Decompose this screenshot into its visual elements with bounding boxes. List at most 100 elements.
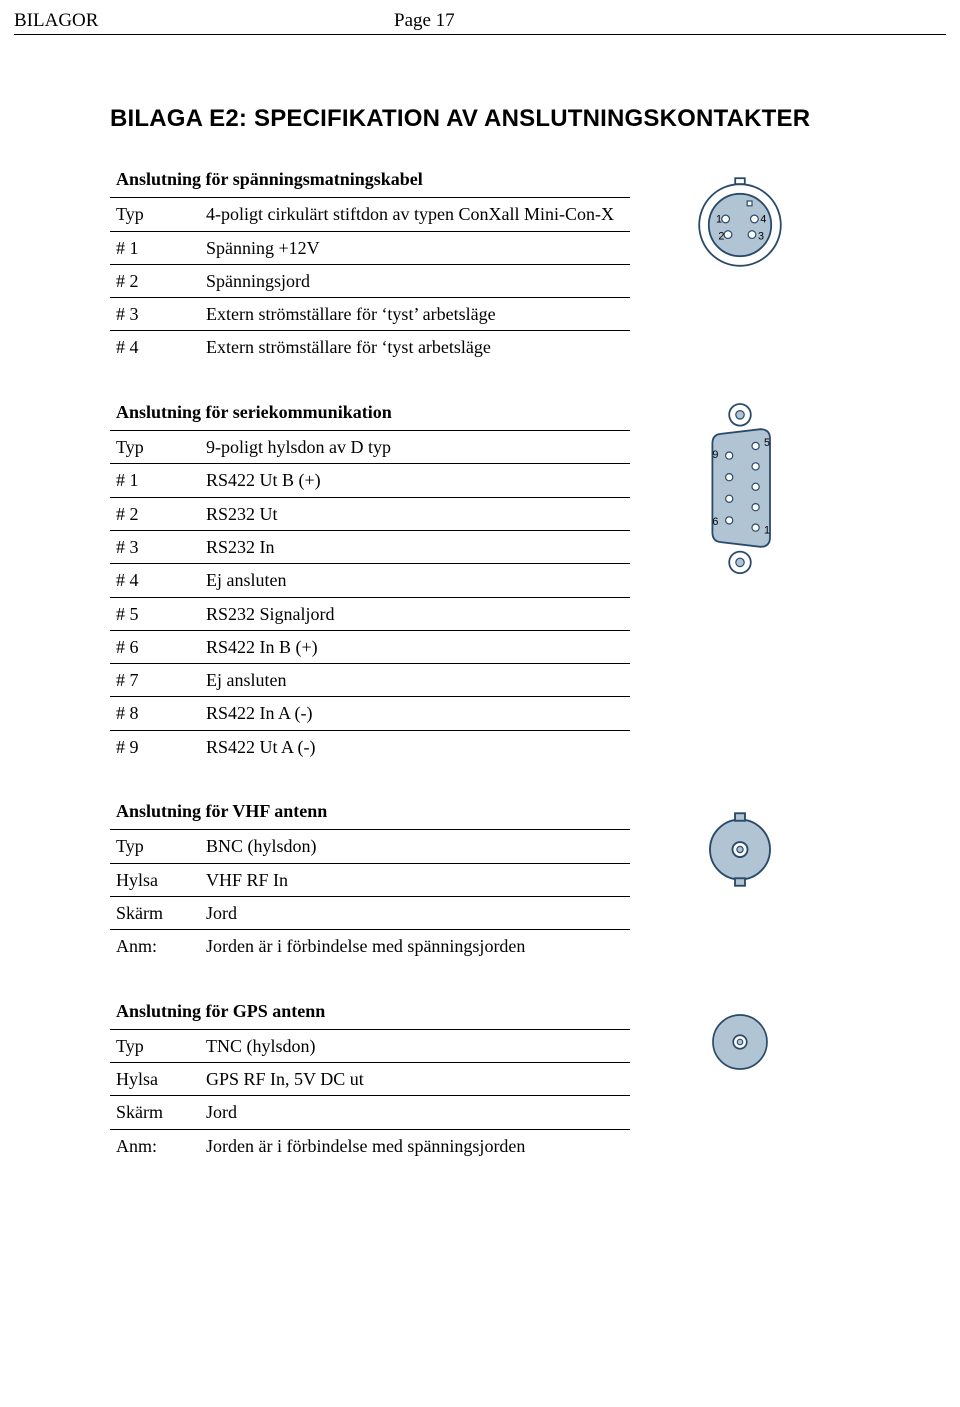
row-value: 9-poligt hylsdon av D typ: [200, 431, 630, 464]
row-value: RS422 In A (-): [200, 697, 630, 730]
block-power-connector: Anslutning för spänningsmatningskabel Ty…: [110, 165, 850, 364]
table-caption: Anslutning för VHF antenn: [110, 797, 630, 830]
row-value: TNC (hylsdon): [200, 1030, 630, 1063]
row-value: Extern strömställare för ‘tyst’ arbetslä…: [200, 298, 630, 331]
block-serial-connector: Anslutning för seriekommunikation Typ9-p…: [110, 398, 850, 763]
table-row: # 5RS232 Signaljord: [110, 597, 630, 630]
row-key: # 7: [110, 664, 200, 697]
table-row: # 3Extern strömställare för ‘tyst’ arbet…: [110, 298, 630, 331]
row-key: # 4: [110, 564, 200, 597]
pin-label-3: 3: [758, 230, 764, 242]
row-key: # 9: [110, 730, 200, 763]
page-content: BILAGA E2: SPECIFIKATION AV ANSLUTNINGSK…: [0, 35, 960, 1202]
header-page: Page 17: [394, 10, 455, 32]
table-row: HylsaGPS RF In, 5V DC ut: [110, 1063, 630, 1096]
table-row: HylsaVHF RF In: [110, 863, 630, 896]
table-row: # 1RS422 Ut B (+): [110, 464, 630, 497]
pin-label-2: 2: [718, 230, 724, 242]
conxall-icon: 1 4 2 3: [680, 165, 800, 285]
row-key: Skärm: [110, 896, 200, 929]
row-key: # 4: [110, 331, 200, 364]
row-value: RS232 Ut: [200, 497, 630, 530]
table-row: Anm:Jorden är i förbindelse med spänning…: [110, 930, 630, 963]
row-key: Typ: [110, 431, 200, 464]
table-row: # 9RS422 Ut A (-): [110, 730, 630, 763]
table-caption: Anslutning för seriekommunikation: [110, 398, 630, 431]
diagram-conxall: 1 4 2 3: [630, 165, 850, 285]
bnc-icon: [690, 797, 790, 897]
row-value: RS232 Signaljord: [200, 597, 630, 630]
row-value: RS422 Ut A (-): [200, 730, 630, 763]
row-value: RS232 In: [200, 530, 630, 563]
page-title: BILAGA E2: SPECIFIKATION AV ANSLUTNINGSK…: [110, 105, 850, 133]
table-row: # 2Spänningsjord: [110, 264, 630, 297]
page-header: BILAGOR Page 17: [14, 10, 946, 35]
row-value: GPS RF In, 5V DC ut: [200, 1063, 630, 1096]
table-row: Typ4-poligt cirkulärt stiftdon av typen …: [110, 198, 630, 231]
row-value: Spänning +12V: [200, 231, 630, 264]
row-value: Ej ansluten: [200, 564, 630, 597]
row-key: # 8: [110, 697, 200, 730]
row-key: Anm:: [110, 1129, 200, 1162]
diagram-db9: 5 1 9 6: [630, 398, 850, 578]
row-value: Jord: [200, 1096, 630, 1129]
tnc-icon: [695, 997, 785, 1087]
table-row: # 1Spänning +12V: [110, 231, 630, 264]
row-key: # 2: [110, 264, 200, 297]
table-row: # 2RS232 Ut: [110, 497, 630, 530]
row-key: Skärm: [110, 1096, 200, 1129]
db9-label-5: 5: [764, 437, 770, 449]
table-caption: Anslutning för spänningsmatningskabel: [110, 165, 630, 198]
block-gps-connector: Anslutning för GPS antenn TypTNC (hylsdo…: [110, 997, 850, 1162]
table-caption: Anslutning för GPS antenn: [110, 997, 630, 1030]
table-row: # 3RS232 In: [110, 530, 630, 563]
row-value: Extern strömställare för ‘tyst arbetsläg…: [200, 331, 630, 364]
block-vhf-connector: Anslutning för VHF antenn TypBNC (hylsdo…: [110, 797, 850, 962]
row-key: # 1: [110, 464, 200, 497]
header-section: BILAGOR: [14, 10, 394, 32]
row-value: RS422 In B (+): [200, 630, 630, 663]
pin-label-1: 1: [716, 214, 722, 226]
table-row: TypBNC (hylsdon): [110, 830, 630, 863]
row-value: Spänningsjord: [200, 264, 630, 297]
db9-label-1: 1: [764, 524, 770, 536]
table-row: SkärmJord: [110, 1096, 630, 1129]
row-key: # 5: [110, 597, 200, 630]
table-body: Typ4-poligt cirkulärt stiftdon av typen …: [110, 198, 630, 363]
row-key: # 3: [110, 530, 200, 563]
table-body: TypTNC (hylsdon)HylsaGPS RF In, 5V DC ut…: [110, 1030, 630, 1162]
row-value: Jord: [200, 896, 630, 929]
row-key: Anm:: [110, 930, 200, 963]
diagram-tnc: [630, 997, 850, 1087]
table-row: Anm:Jorden är i förbindelse med spänning…: [110, 1129, 630, 1162]
row-value: Jorden är i förbindelse med spänningsjor…: [200, 930, 630, 963]
table-row: # 7Ej ansluten: [110, 664, 630, 697]
table-serial: Anslutning för seriekommunikation Typ9-p…: [110, 398, 630, 763]
row-value: VHF RF In: [200, 863, 630, 896]
row-value: BNC (hylsdon): [200, 830, 630, 863]
row-key: # 1: [110, 231, 200, 264]
table-power: Anslutning för spänningsmatningskabel Ty…: [110, 165, 630, 364]
row-key: Typ: [110, 830, 200, 863]
table-row: TypTNC (hylsdon): [110, 1030, 630, 1063]
row-key: Typ: [110, 198, 200, 231]
table-row: # 4Extern strömställare för ‘tyst arbets…: [110, 331, 630, 364]
db9-label-9: 9: [712, 449, 718, 461]
table-row: # 8RS422 In A (-): [110, 697, 630, 730]
row-key: Typ: [110, 1030, 200, 1063]
table-body: TypBNC (hylsdon)HylsaVHF RF InSkärmJordA…: [110, 830, 630, 962]
db9-label-6: 6: [712, 516, 718, 528]
table-vhf: Anslutning för VHF antenn TypBNC (hylsdo…: [110, 797, 630, 962]
diagram-bnc: [630, 797, 850, 897]
table-row: Typ9-poligt hylsdon av D typ: [110, 431, 630, 464]
row-value: Ej ansluten: [200, 664, 630, 697]
table-gps: Anslutning för GPS antenn TypTNC (hylsdo…: [110, 997, 630, 1162]
row-value: 4-poligt cirkulärt stiftdon av typen Con…: [200, 198, 630, 231]
pin-label-4: 4: [760, 214, 766, 226]
db9-icon: 5 1 9 6: [685, 398, 795, 578]
row-key: Hylsa: [110, 1063, 200, 1096]
row-value: Jorden är i förbindelse med spänningsjor…: [200, 1129, 630, 1162]
row-value: RS422 Ut B (+): [200, 464, 630, 497]
row-key: # 2: [110, 497, 200, 530]
table-body: Typ9-poligt hylsdon av D typ# 1RS422 Ut …: [110, 431, 630, 763]
